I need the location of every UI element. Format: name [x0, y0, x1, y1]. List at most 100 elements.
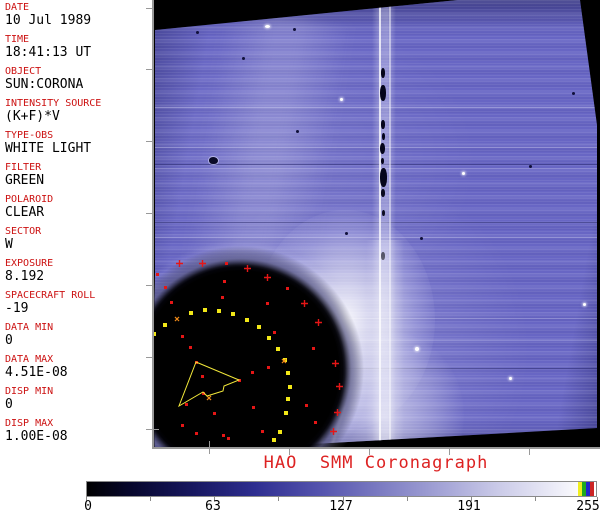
artifact-blob	[381, 189, 385, 197]
fiducial-dot-red	[202, 392, 205, 395]
sidebar-entry-type-obs: TYPE-OBS WHITE LIGHT	[5, 130, 150, 156]
meta-value-object: SUN:CORONA	[5, 77, 84, 92]
fiducial-cross-red	[176, 260, 183, 267]
sidebar-entry-disp-max: DISP MAX 1.00E-08	[5, 419, 150, 444]
dark-speck	[420, 237, 423, 240]
fiducial-dot-yellow	[267, 336, 271, 340]
colorbar-tick	[471, 497, 472, 501]
star-speck	[509, 377, 512, 380]
x-axis-line	[152, 447, 600, 449]
meta-value-polaroid: CLEAR	[5, 205, 45, 220]
dust-artifact	[209, 157, 218, 164]
fiducial-dot-red	[266, 302, 269, 305]
y-axis-tick	[146, 285, 153, 286]
colorbar-label: 191	[457, 499, 481, 512]
meta-value-sector: W	[5, 237, 13, 252]
fiducial-dot-yellow	[203, 308, 207, 312]
fiducial-dot-red	[252, 406, 255, 409]
artifact-blob	[381, 68, 385, 78]
x-axis-tick	[289, 449, 290, 455]
meta-label-exposure: EXPOSURE	[5, 258, 54, 269]
meta-label-intensity-source: INTENSITY SOURCE	[5, 98, 102, 109]
sidebar-entry-spacecraft-roll: SPACECRAFT ROLL -19	[5, 291, 150, 316]
fiducial-cross-red	[264, 274, 271, 281]
star-speck	[415, 347, 419, 351]
fiducial-dot-yellow	[217, 309, 221, 313]
fiducial-cross-red	[315, 319, 322, 326]
sidebar-entry-time: TIME 18:41:13 UT	[5, 34, 150, 60]
image-canvas	[152, 0, 600, 449]
fiducial-dot-yellow	[288, 385, 292, 389]
colorbar-tick	[535, 497, 536, 501]
y-axis-tick	[146, 213, 153, 214]
sidebar-entry-sector: SECTOR W	[5, 226, 150, 252]
fiducial-dot-red	[185, 403, 188, 406]
fiducial-cross-red	[301, 300, 308, 307]
colorbar-label: 63	[205, 499, 221, 512]
meta-value-disp-max: 1.00E-08	[5, 429, 68, 444]
occulting-disk-rim-glow	[152, 220, 390, 449]
meta-label-data-min: DATA MIN	[5, 322, 54, 333]
y-axis-tick	[146, 8, 153, 9]
bright-scanline	[155, 168, 597, 169]
sidebar-entry-disp-min: DISP MIN 0	[5, 386, 150, 412]
fiducial-dot-yellow	[245, 318, 249, 322]
meta-label-time: TIME	[5, 34, 30, 45]
fiducial-dot-yellow	[278, 430, 282, 434]
meta-label-data-max: DATA MAX	[5, 354, 54, 365]
dark-scanline	[155, 164, 597, 165]
colorbar-tick	[343, 497, 344, 501]
artifact-blob	[381, 120, 385, 129]
intensity-colorbar	[86, 481, 597, 497]
dark-speck	[345, 232, 348, 235]
meta-value-data-max: 4.51E-08	[5, 365, 68, 380]
colorbar-tick	[407, 497, 408, 501]
fiducial-dot-red	[156, 273, 159, 276]
meta-label-object: OBJECT	[5, 66, 42, 77]
fiducial-dot-red	[181, 424, 184, 427]
fiducial-dot-red	[251, 371, 254, 374]
meta-label-date: DATE	[5, 2, 30, 13]
meta-value-time: 18:41:13 UT	[5, 45, 92, 60]
sidebar-entry-intensity-source: INTENSITY SOURCE (K+F)*V	[5, 98, 150, 124]
dark-speck	[293, 28, 296, 31]
sidebar-entry-filter: FILTER GREEN	[5, 163, 150, 188]
fiducial-dot-red	[286, 287, 289, 290]
pointer-polygon-overlay	[178, 361, 241, 408]
sidebar-entry-data-min: DATA MIN 0	[5, 322, 150, 348]
sidebar-entry-object: OBJECT SUN:CORONA	[5, 66, 150, 92]
fiducial-dot-red	[195, 432, 198, 435]
fiducial-dot-red	[305, 404, 308, 407]
fiducial-dot-red	[238, 379, 241, 382]
fiducial-cross-red	[332, 360, 339, 367]
fiducial-dot-red	[314, 421, 317, 424]
fiducial-dot-red	[164, 286, 167, 289]
artifact-blob	[382, 133, 385, 140]
meta-value-filter: GREEN	[5, 173, 45, 188]
fiducial-dot-red	[223, 280, 226, 283]
meta-value-disp-min: 0	[5, 397, 13, 412]
artifact-blob	[380, 143, 385, 154]
sidebar-entry-data-max: DATA MAX 4.51E-08	[5, 354, 150, 380]
fiducial-dot-yellow	[284, 411, 288, 415]
colorbar-label: 255	[576, 499, 600, 512]
meta-value-intensity-source: (K+F)*V	[5, 109, 60, 124]
star-speck	[265, 25, 270, 28]
fiducial-dot-red	[267, 366, 270, 369]
meta-value-date: 10 Jul 1989	[5, 13, 92, 28]
artifact-blob	[382, 210, 385, 216]
fiducial-dot-yellow	[163, 323, 167, 327]
sidebar-entry-polaroid: POLAROID CLEAR	[5, 195, 150, 220]
y-axis-tick	[146, 141, 153, 142]
artifact-blob	[380, 168, 387, 187]
y-axis-line	[152, 0, 154, 449]
meta-label-sector: SECTOR	[5, 226, 42, 237]
fiducial-dot-red	[189, 346, 192, 349]
dark-speck	[529, 165, 532, 168]
meta-label-type-obs: TYPE-OBS	[5, 130, 54, 141]
star-speck	[583, 303, 586, 306]
meta-label-disp-min: DISP MIN	[5, 386, 54, 397]
y-axis-tick	[146, 429, 159, 430]
saturation-stripe	[590, 482, 594, 496]
